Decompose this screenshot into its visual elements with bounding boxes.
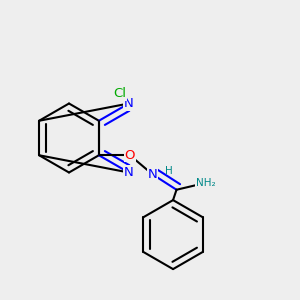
Text: N: N — [124, 166, 134, 179]
Text: NH₂: NH₂ — [196, 178, 216, 188]
Text: N: N — [148, 168, 157, 181]
Text: Cl: Cl — [113, 87, 126, 100]
Text: N: N — [124, 97, 134, 110]
Text: O: O — [125, 149, 135, 162]
Text: H: H — [165, 166, 173, 176]
